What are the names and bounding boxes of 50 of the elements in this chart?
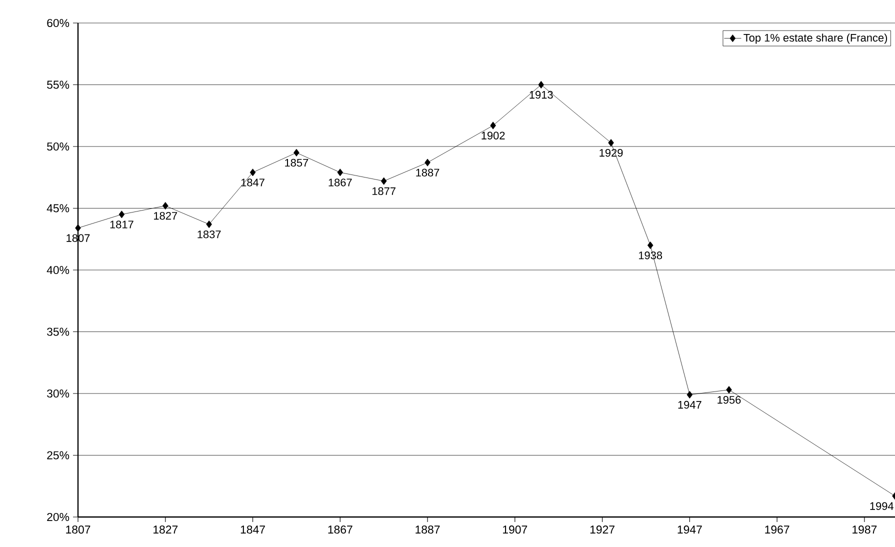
annotation: 1902 (482, 132, 505, 140)
annotation: 1956 (718, 396, 741, 404)
x-tick-label: 1987 (852, 526, 877, 534)
annotation: 1817 (110, 220, 134, 228)
annotation: 1929 (600, 148, 623, 157)
y-tick-label: 20% (47, 512, 70, 522)
point (424, 158, 430, 166)
annotation: 1913 (530, 90, 553, 99)
point (608, 139, 614, 147)
x-tick-label: 1967 (765, 526, 790, 534)
x-tick-label: 1927 (590, 526, 614, 534)
annotation: 1857 (285, 158, 308, 167)
annotation: 1877 (372, 187, 396, 196)
point (294, 148, 300, 156)
point (686, 390, 693, 399)
point (118, 210, 125, 218)
legend-label: Top 1% estate share (France) (744, 34, 888, 44)
annotation: 1837 (198, 230, 221, 238)
point (206, 220, 212, 228)
x-tick-label: 1827 (154, 526, 178, 534)
y-tick-label: 60% (47, 18, 70, 28)
point (162, 202, 168, 210)
y-tick-label: 50% (47, 142, 70, 151)
point (490, 122, 496, 130)
x-tick-label: 1847 (240, 526, 265, 534)
y-tick-label: 30% (47, 389, 70, 398)
x-tick-label: 1887 (416, 526, 440, 534)
annotation: 1847 (241, 178, 264, 186)
point (250, 168, 256, 176)
point (75, 224, 81, 232)
y-tick-label: 40% (46, 266, 70, 274)
x-tick-label: 1947 (678, 526, 702, 534)
annotation: 1867 (328, 178, 352, 186)
y-tick-label: 25% (47, 451, 70, 460)
annotation: 1827 (154, 212, 178, 220)
x-tick-label: 1867 (328, 526, 352, 534)
x-tick-label: 1907 (503, 526, 528, 534)
point (726, 386, 732, 394)
annotation: 1994 (870, 502, 894, 510)
annotation: 1947 (678, 400, 702, 409)
y-tick-label: 45% (46, 204, 70, 212)
point (647, 242, 654, 250)
y-tick-label: 35% (47, 328, 70, 336)
point (337, 168, 344, 176)
annotation: 1887 (416, 168, 440, 176)
x-tick-label: 1807 (66, 526, 90, 534)
point (380, 177, 387, 185)
y-tick-label: 55% (47, 80, 70, 89)
annotation: 1938 (638, 251, 662, 260)
point (538, 80, 544, 89)
